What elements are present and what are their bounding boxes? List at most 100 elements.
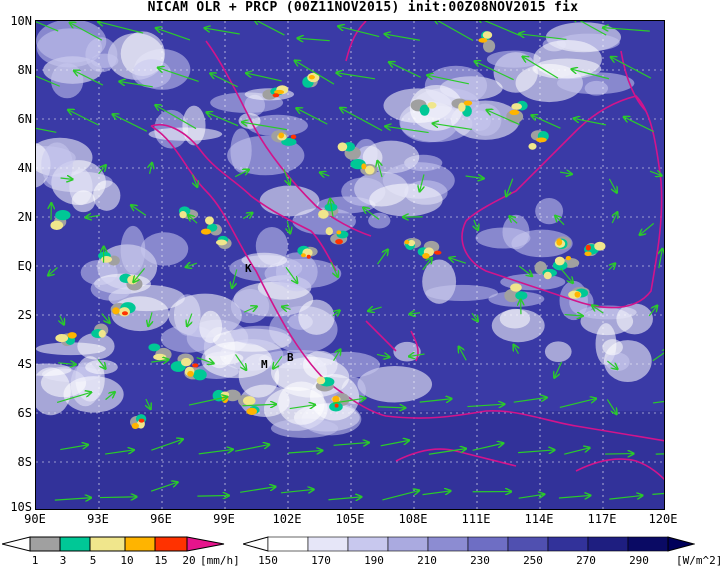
wind-vector bbox=[368, 307, 382, 311]
precip-cell bbox=[483, 39, 496, 53]
wind-vector bbox=[333, 349, 341, 362]
cloud-blob bbox=[491, 309, 545, 343]
olr-label-290: 290 bbox=[629, 554, 649, 567]
cloud-blob bbox=[63, 376, 124, 413]
wind-vector bbox=[506, 178, 514, 197]
wind-vector bbox=[428, 449, 466, 455]
wind-vector bbox=[105, 392, 115, 401]
lat-tick-6n: 6N bbox=[17, 112, 32, 126]
precip-cell bbox=[585, 244, 591, 251]
cloud-blob bbox=[475, 227, 531, 249]
cloud-blob bbox=[278, 381, 325, 425]
wind-vector bbox=[332, 310, 340, 315]
wind-vector bbox=[609, 495, 642, 500]
cloud-blob bbox=[120, 225, 146, 274]
cloud-blob bbox=[369, 183, 443, 217]
wind-vector bbox=[333, 443, 369, 446]
wind-vector bbox=[240, 487, 275, 493]
wind-vector bbox=[151, 360, 168, 362]
cloud-blob bbox=[409, 84, 463, 131]
wind-vector bbox=[509, 216, 518, 224]
wind-vector bbox=[296, 108, 328, 125]
wind-vector bbox=[235, 354, 247, 369]
wind-vector bbox=[244, 306, 256, 313]
precip-cell bbox=[281, 137, 297, 146]
precip-cell bbox=[55, 209, 71, 221]
precip-cell bbox=[205, 216, 214, 225]
wind-vector bbox=[119, 82, 153, 88]
cloud-field bbox=[36, 21, 664, 509]
precip-cell bbox=[274, 89, 285, 95]
wind-vector bbox=[487, 110, 520, 126]
precip-label-15: 15 bbox=[154, 554, 168, 567]
wind-vector bbox=[232, 269, 238, 287]
precip-label-10: 10 bbox=[120, 554, 134, 567]
precip-cell bbox=[215, 239, 228, 246]
wind-vector bbox=[382, 491, 419, 501]
wind-vector bbox=[235, 445, 269, 452]
precip-cell bbox=[55, 334, 69, 343]
lat-tick-4n: 4N bbox=[17, 161, 32, 175]
precip-cell bbox=[335, 239, 343, 245]
lon-tick-117e: 117E bbox=[587, 512, 617, 526]
wind-vector bbox=[518, 494, 544, 498]
cloud-blob bbox=[238, 112, 261, 129]
precip-cell bbox=[574, 291, 581, 298]
wind-vector bbox=[572, 69, 610, 80]
wind-vector bbox=[340, 108, 383, 132]
olr-label-270: 270 bbox=[576, 554, 596, 567]
wind-vector bbox=[433, 123, 472, 131]
grid-lines bbox=[36, 21, 664, 509]
precip-cell bbox=[565, 256, 572, 261]
precip-cell bbox=[334, 403, 339, 408]
wind-vector bbox=[337, 73, 376, 80]
wind-vector bbox=[472, 312, 478, 321]
wind-vector bbox=[378, 161, 382, 178]
lat-tick-2n: 2N bbox=[17, 210, 32, 224]
cloud-blob bbox=[533, 39, 602, 79]
wind-vectors bbox=[36, 21, 664, 501]
wind-vector bbox=[146, 398, 151, 409]
wind-vector bbox=[611, 57, 652, 79]
wind-vector bbox=[196, 356, 214, 364]
wind-vector bbox=[205, 28, 240, 35]
cloud-blob bbox=[132, 59, 172, 88]
coastline bbox=[461, 95, 663, 309]
olr-colorbar bbox=[243, 536, 695, 552]
wind-vector bbox=[472, 443, 504, 451]
precip-cell bbox=[407, 239, 416, 247]
coastline bbox=[365, 320, 397, 352]
wind-vector bbox=[285, 266, 297, 283]
olr-color-box bbox=[347, 536, 389, 552]
cloud-blob bbox=[486, 50, 541, 68]
olr-color-box bbox=[547, 536, 589, 552]
wind-vector bbox=[68, 110, 99, 126]
wind-vector bbox=[459, 347, 467, 361]
lat-tick-6s: 6S bbox=[17, 406, 32, 420]
wind-vector bbox=[409, 354, 425, 356]
precip-cell bbox=[179, 210, 187, 219]
wind-vector bbox=[652, 492, 664, 495]
precip-cell bbox=[556, 238, 563, 246]
wind-vector bbox=[422, 258, 432, 271]
precip-cell bbox=[361, 163, 367, 170]
precip-cell bbox=[200, 228, 212, 235]
precip-cell bbox=[187, 370, 194, 377]
precip-cell bbox=[511, 103, 522, 110]
wind-vector bbox=[363, 208, 380, 220]
wind-vector bbox=[197, 496, 228, 497]
wind-vector bbox=[514, 345, 519, 355]
cloud-blob bbox=[36, 28, 102, 68]
cloud-blob bbox=[556, 72, 635, 95]
wind-vector bbox=[198, 449, 233, 455]
wind-vector bbox=[150, 163, 152, 175]
wind-vector bbox=[518, 450, 554, 453]
coastline bbox=[205, 40, 372, 237]
cloud-blob bbox=[247, 114, 308, 137]
olr-unit: [W/m^2] bbox=[676, 554, 723, 567]
precip-cell bbox=[300, 253, 306, 258]
precip-cell bbox=[242, 396, 256, 406]
precip-cell bbox=[594, 241, 606, 251]
precip-cell bbox=[192, 363, 199, 368]
cloud-blob bbox=[616, 303, 653, 335]
